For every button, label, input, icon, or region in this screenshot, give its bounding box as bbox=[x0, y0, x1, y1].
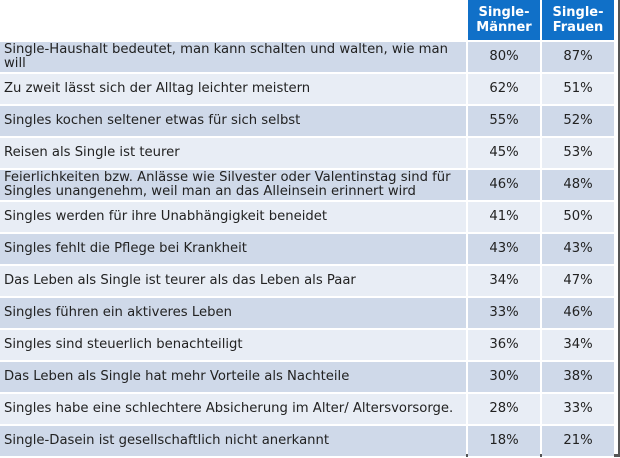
value-maenner: 34% bbox=[468, 266, 540, 298]
value-frauen: 48% bbox=[542, 170, 614, 202]
table-row: Das Leben als Single hat mehr Vorteile a… bbox=[0, 362, 614, 394]
value-maenner: 30% bbox=[468, 362, 540, 394]
value-frauen: 50% bbox=[542, 202, 614, 234]
value-maenner: 36% bbox=[468, 330, 540, 362]
value-frauen: 87% bbox=[542, 42, 614, 74]
header-line: Single- bbox=[478, 5, 530, 20]
row-label: Singles kochen seltener etwas für sich s… bbox=[0, 106, 466, 138]
table-row: Single-Haushalt bedeutet, man kann schal… bbox=[0, 42, 614, 74]
header-line: Frauen bbox=[552, 20, 604, 35]
header-single-maenner: Single- Männer bbox=[468, 0, 540, 42]
table-row: Singles sind steuerlich benachteiligt 36%… bbox=[0, 330, 614, 362]
value-frauen: 38% bbox=[542, 362, 614, 394]
value-frauen: 46% bbox=[542, 298, 614, 330]
value-maenner: 33% bbox=[468, 298, 540, 330]
table-row: Singles führen ein aktiveres Leben 33% 46% bbox=[0, 298, 614, 330]
header-line: Männer bbox=[476, 20, 532, 35]
table-row: Singles fehlt die Pflege bei Krankheit 43… bbox=[0, 234, 614, 266]
value-frauen: 53% bbox=[542, 138, 614, 170]
table-row: Singles habe eine schlechtere Absicherun… bbox=[0, 394, 614, 426]
row-label: Das Leben als Single hat mehr Vorteile a… bbox=[0, 362, 466, 394]
row-label: Singles werden für ihre Unabhängigkeit b… bbox=[0, 202, 466, 234]
value-frauen: 33% bbox=[542, 394, 614, 426]
value-maenner: 55% bbox=[468, 106, 540, 138]
value-maenner: 46% bbox=[468, 170, 540, 202]
row-label: Singles habe eine schlechtere Absicherun… bbox=[0, 394, 466, 426]
value-maenner: 41% bbox=[468, 202, 540, 234]
table-row: Singles kochen seltener etwas für sich s… bbox=[0, 106, 614, 138]
header-line: Single- bbox=[552, 5, 604, 20]
table-row: Zu zweit lässt sich der Alltag leichter … bbox=[0, 74, 614, 106]
value-maenner: 28% bbox=[468, 394, 540, 426]
value-frauen: 34% bbox=[542, 330, 614, 362]
row-label: Singles führen ein aktiveres Leben bbox=[0, 298, 466, 330]
row-label: Single-Dasein ist gesellschaftlich nicht… bbox=[0, 426, 466, 458]
value-frauen: 21% bbox=[542, 426, 614, 458]
table-row: Single-Dasein ist gesellschaftlich nicht… bbox=[0, 426, 614, 458]
table-row: Reisen als Single ist teurer 45% 53% bbox=[0, 138, 614, 170]
table-body: Single-Haushalt bedeutet, man kann schal… bbox=[0, 42, 614, 458]
row-label: Zu zweit lässt sich der Alltag leichter … bbox=[0, 74, 466, 106]
row-label: Das Leben als Single ist teurer als das … bbox=[0, 266, 466, 298]
table-row: Das Leben als Single ist teurer als das … bbox=[0, 266, 614, 298]
row-label: Singles fehlt die Pflege bei Krankheit bbox=[0, 234, 466, 266]
header-row: Single- Männer Single- Frauen bbox=[0, 0, 614, 42]
table-row: Singles werden für ihre Unabhängigkeit b… bbox=[0, 202, 614, 234]
value-frauen: 47% bbox=[542, 266, 614, 298]
value-frauen: 52% bbox=[542, 106, 614, 138]
value-maenner: 62% bbox=[468, 74, 540, 106]
value-frauen: 43% bbox=[542, 234, 614, 266]
header-single-frauen: Single- Frauen bbox=[542, 0, 614, 42]
header-blank bbox=[0, 0, 466, 42]
value-frauen: 51% bbox=[542, 74, 614, 106]
value-maenner: 80% bbox=[468, 42, 540, 74]
value-maenner: 18% bbox=[468, 426, 540, 458]
value-maenner: 43% bbox=[468, 234, 540, 266]
row-label: Reisen als Single ist teurer bbox=[0, 138, 466, 170]
row-label: Singles sind steuerlich benachteiligt bbox=[0, 330, 466, 362]
table-row: Feierlichkeiten bzw. Anlässe wie Silvest… bbox=[0, 170, 614, 202]
value-maenner: 45% bbox=[468, 138, 540, 170]
row-label: Single-Haushalt bedeutet, man kann schal… bbox=[0, 42, 466, 74]
row-label: Feierlichkeiten bzw. Anlässe wie Silvest… bbox=[0, 170, 466, 202]
